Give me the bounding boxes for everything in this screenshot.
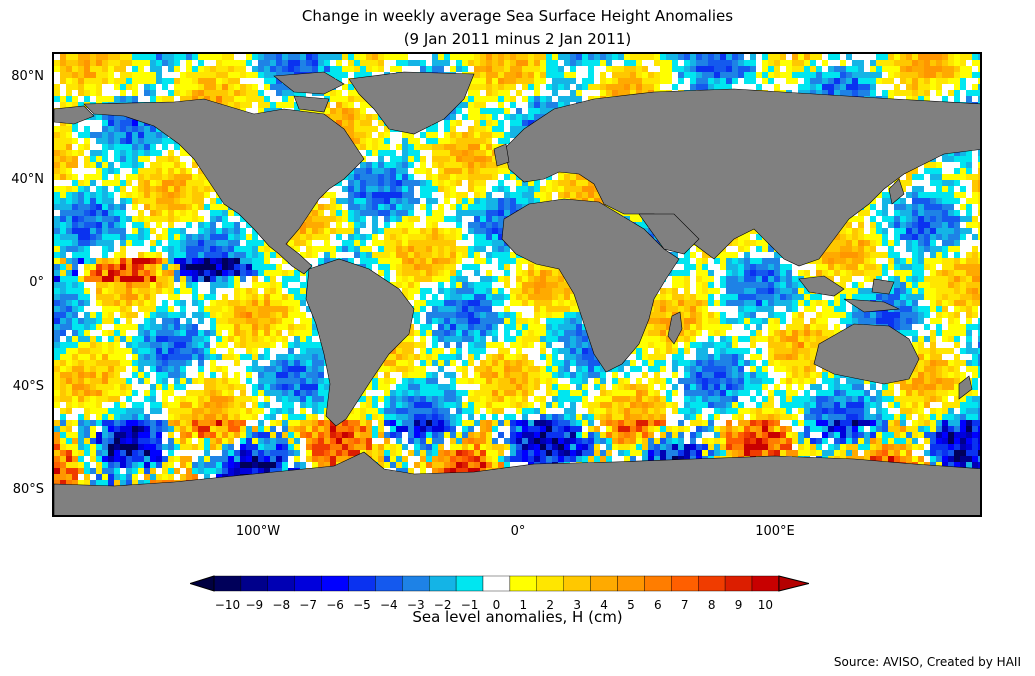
colorbar-cell bbox=[321, 575, 349, 592]
colorbar-cell bbox=[509, 575, 537, 592]
world-map bbox=[52, 52, 982, 517]
colorbar-tick-label: −3 bbox=[407, 598, 425, 612]
lat-label-0: 0° bbox=[29, 275, 44, 290]
colorbar-under-arrow bbox=[190, 575, 215, 592]
colorbar-cell bbox=[617, 575, 645, 592]
map-subtitle: (9 Jan 2011 minus 2 Jan 2011) bbox=[403, 30, 632, 48]
colorbar-cell bbox=[482, 575, 511, 592]
colorbar-tick-label: 8 bbox=[708, 598, 716, 612]
lon-label-100w: 100°W bbox=[235, 524, 281, 539]
colorbar-tick-label: −2 bbox=[434, 598, 452, 612]
colorbar-cell bbox=[402, 575, 430, 592]
lon-label-0: 0° bbox=[510, 524, 526, 539]
colorbar-cell bbox=[590, 575, 618, 592]
colorbar-cell bbox=[213, 575, 242, 592]
colorbar-tick-label: −6 bbox=[326, 598, 344, 612]
colorbar-tick-label: 3 bbox=[573, 598, 581, 612]
land-arabia bbox=[638, 213, 700, 255]
colorbar-cell bbox=[348, 575, 376, 592]
land-indonesia bbox=[798, 275, 901, 313]
land-south-america bbox=[305, 258, 415, 427]
colorbar-tick-label: −1 bbox=[461, 598, 479, 612]
colorbar-cell bbox=[536, 575, 564, 592]
colorbar-tick-label: −10 bbox=[215, 598, 240, 612]
colorbar: −10 −9 −8 −7 −6 −5 −4 −3 −2 −1 0 1 2 3 4 5 6 7 8 9 10 bbox=[190, 575, 810, 612]
colorbar-tick-label: −8 bbox=[272, 598, 290, 612]
colorbar-cell bbox=[455, 575, 484, 592]
land-eurasia bbox=[503, 88, 980, 267]
land-africa bbox=[501, 198, 680, 373]
colorbar-cell bbox=[751, 575, 780, 592]
land-madagascar bbox=[667, 311, 683, 345]
land-north-america bbox=[83, 98, 365, 275]
land-antarctica bbox=[54, 451, 980, 515]
land-new-zealand bbox=[958, 375, 973, 400]
colorbar-cell bbox=[724, 575, 753, 592]
colorbar-cell bbox=[428, 575, 457, 592]
colorbar-cell bbox=[644, 575, 672, 592]
colorbar-tick-label: 1 bbox=[520, 598, 528, 612]
colorbar-tick-label: 10 bbox=[758, 598, 773, 612]
colorbar-cell bbox=[240, 575, 269, 592]
colorbar-tick-label: −4 bbox=[380, 598, 398, 612]
colorbar-cell bbox=[671, 575, 699, 592]
land-alaska bbox=[54, 105, 95, 125]
lat-label-40s: 40°S bbox=[12, 379, 44, 394]
colorbar-tick-label: 6 bbox=[654, 598, 662, 612]
colorbar-tick-label: 9 bbox=[735, 598, 743, 612]
colorbar-cell bbox=[563, 575, 591, 592]
land-british-isles bbox=[493, 143, 510, 167]
colorbar-cell bbox=[267, 575, 295, 592]
colorbar-tick-label: 4 bbox=[600, 598, 608, 612]
source-credit: Source: AVISO, Created by HAII bbox=[833, 655, 1021, 669]
colorbar-tick-label: 5 bbox=[627, 598, 635, 612]
colorbar-tick-label: 7 bbox=[681, 598, 689, 612]
map-title: Change in weekly average Sea Surface Hei… bbox=[301, 7, 734, 25]
land-japan bbox=[888, 178, 905, 205]
colorbar-tick-label: 2 bbox=[546, 598, 554, 612]
land-arctic-islands bbox=[273, 71, 345, 113]
sea-surface-height-map bbox=[54, 54, 980, 515]
lat-label-80s: 80°S bbox=[12, 482, 44, 497]
colorbar-cell bbox=[375, 575, 403, 592]
lat-label-40n: 40°N bbox=[11, 172, 44, 187]
land-masses bbox=[54, 71, 980, 515]
colorbar-cell bbox=[698, 575, 726, 592]
colorbar-label: Sea level anomalies, H (cm) bbox=[412, 608, 623, 626]
colorbar-over-arrow bbox=[778, 575, 810, 592]
lon-label-100e: 100°E bbox=[755, 524, 795, 539]
colorbar-cell bbox=[294, 575, 322, 592]
colorbar-tick-label: −9 bbox=[245, 598, 263, 612]
colorbar-tick-label: −7 bbox=[299, 598, 317, 612]
lat-label-80n: 80°N bbox=[11, 69, 44, 84]
colorbar-tick-label: 0 bbox=[493, 598, 501, 612]
land-greenland bbox=[348, 71, 475, 135]
colorbar-tick-label: −5 bbox=[353, 598, 371, 612]
land-australia bbox=[813, 323, 920, 385]
